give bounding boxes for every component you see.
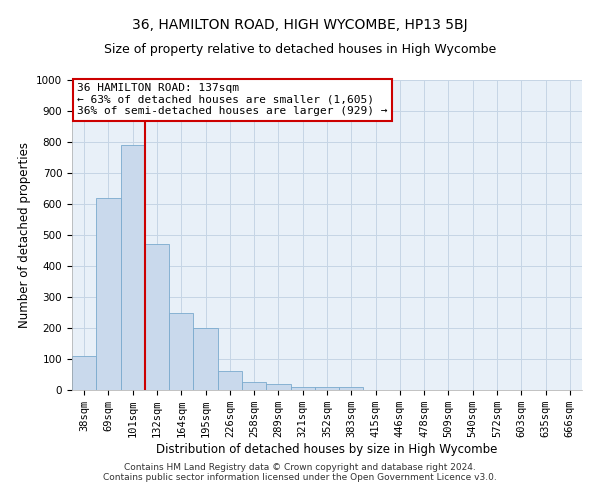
Bar xyxy=(315,387,339,390)
Bar xyxy=(290,387,315,390)
Bar xyxy=(193,328,218,390)
Bar xyxy=(72,356,96,390)
Bar xyxy=(169,312,193,390)
X-axis label: Distribution of detached houses by size in High Wycombe: Distribution of detached houses by size … xyxy=(157,443,497,456)
Y-axis label: Number of detached properties: Number of detached properties xyxy=(17,142,31,328)
Bar xyxy=(218,372,242,390)
Bar xyxy=(121,145,145,390)
Bar xyxy=(145,244,169,390)
Text: Size of property relative to detached houses in High Wycombe: Size of property relative to detached ho… xyxy=(104,42,496,56)
Bar xyxy=(242,382,266,390)
Text: 36, HAMILTON ROAD, HIGH WYCOMBE, HP13 5BJ: 36, HAMILTON ROAD, HIGH WYCOMBE, HP13 5B… xyxy=(132,18,468,32)
Text: Contains HM Land Registry data © Crown copyright and database right 2024.
Contai: Contains HM Land Registry data © Crown c… xyxy=(103,463,497,482)
Text: 36 HAMILTON ROAD: 137sqm
← 63% of detached houses are smaller (1,605)
36% of sem: 36 HAMILTON ROAD: 137sqm ← 63% of detach… xyxy=(77,83,388,116)
Bar xyxy=(266,384,290,390)
Bar xyxy=(96,198,121,390)
Bar xyxy=(339,387,364,390)
